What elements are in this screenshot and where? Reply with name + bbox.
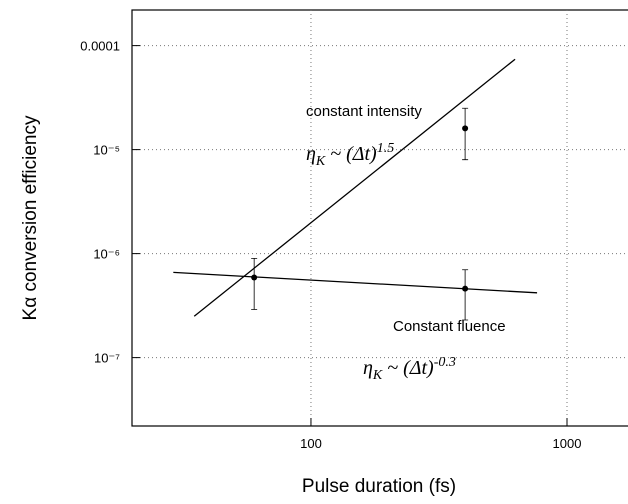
annotation: Constant fluence — [393, 318, 506, 335]
x-axis-label: Pulse duration (fs) — [302, 476, 456, 497]
formula-mid: ~ (Δt) — [382, 357, 434, 379]
y-tick-label: 0.0001 — [80, 39, 120, 54]
error-bar — [251, 257, 258, 310]
y-tick-label: 10⁻⁵ — [93, 143, 120, 158]
error-bar — [462, 269, 469, 321]
formula-sup: -0.3 — [434, 355, 456, 370]
fit-line — [193, 58, 516, 317]
formula-mid: ~ (Δt) — [325, 143, 377, 165]
formula-base: η — [306, 143, 316, 165]
data-point — [462, 285, 469, 292]
formula: ηK ~ (Δt)-0.3 — [363, 355, 456, 383]
data-point — [251, 274, 258, 281]
y-tick-label: 10⁻⁷ — [94, 351, 120, 366]
x-tick-label: 1000 — [553, 436, 582, 451]
plot-frame — [131, 9, 628, 427]
formula-sup: 1.5 — [377, 141, 395, 156]
y-tick-label: 10⁻⁶ — [93, 247, 120, 262]
formula-sub: K — [315, 154, 326, 169]
fit-line — [173, 271, 538, 294]
error-bar — [462, 107, 469, 161]
formula-sub: K — [372, 368, 383, 383]
formula-base: η — [363, 357, 373, 379]
x-tick-label: 100 — [300, 436, 322, 451]
formula: ηK ~ (Δt)1.5 — [306, 141, 394, 169]
data-point — [462, 125, 469, 132]
y-axis-label: Kα conversion efficiency — [20, 115, 41, 320]
annotation: constant intensity — [306, 103, 422, 120]
